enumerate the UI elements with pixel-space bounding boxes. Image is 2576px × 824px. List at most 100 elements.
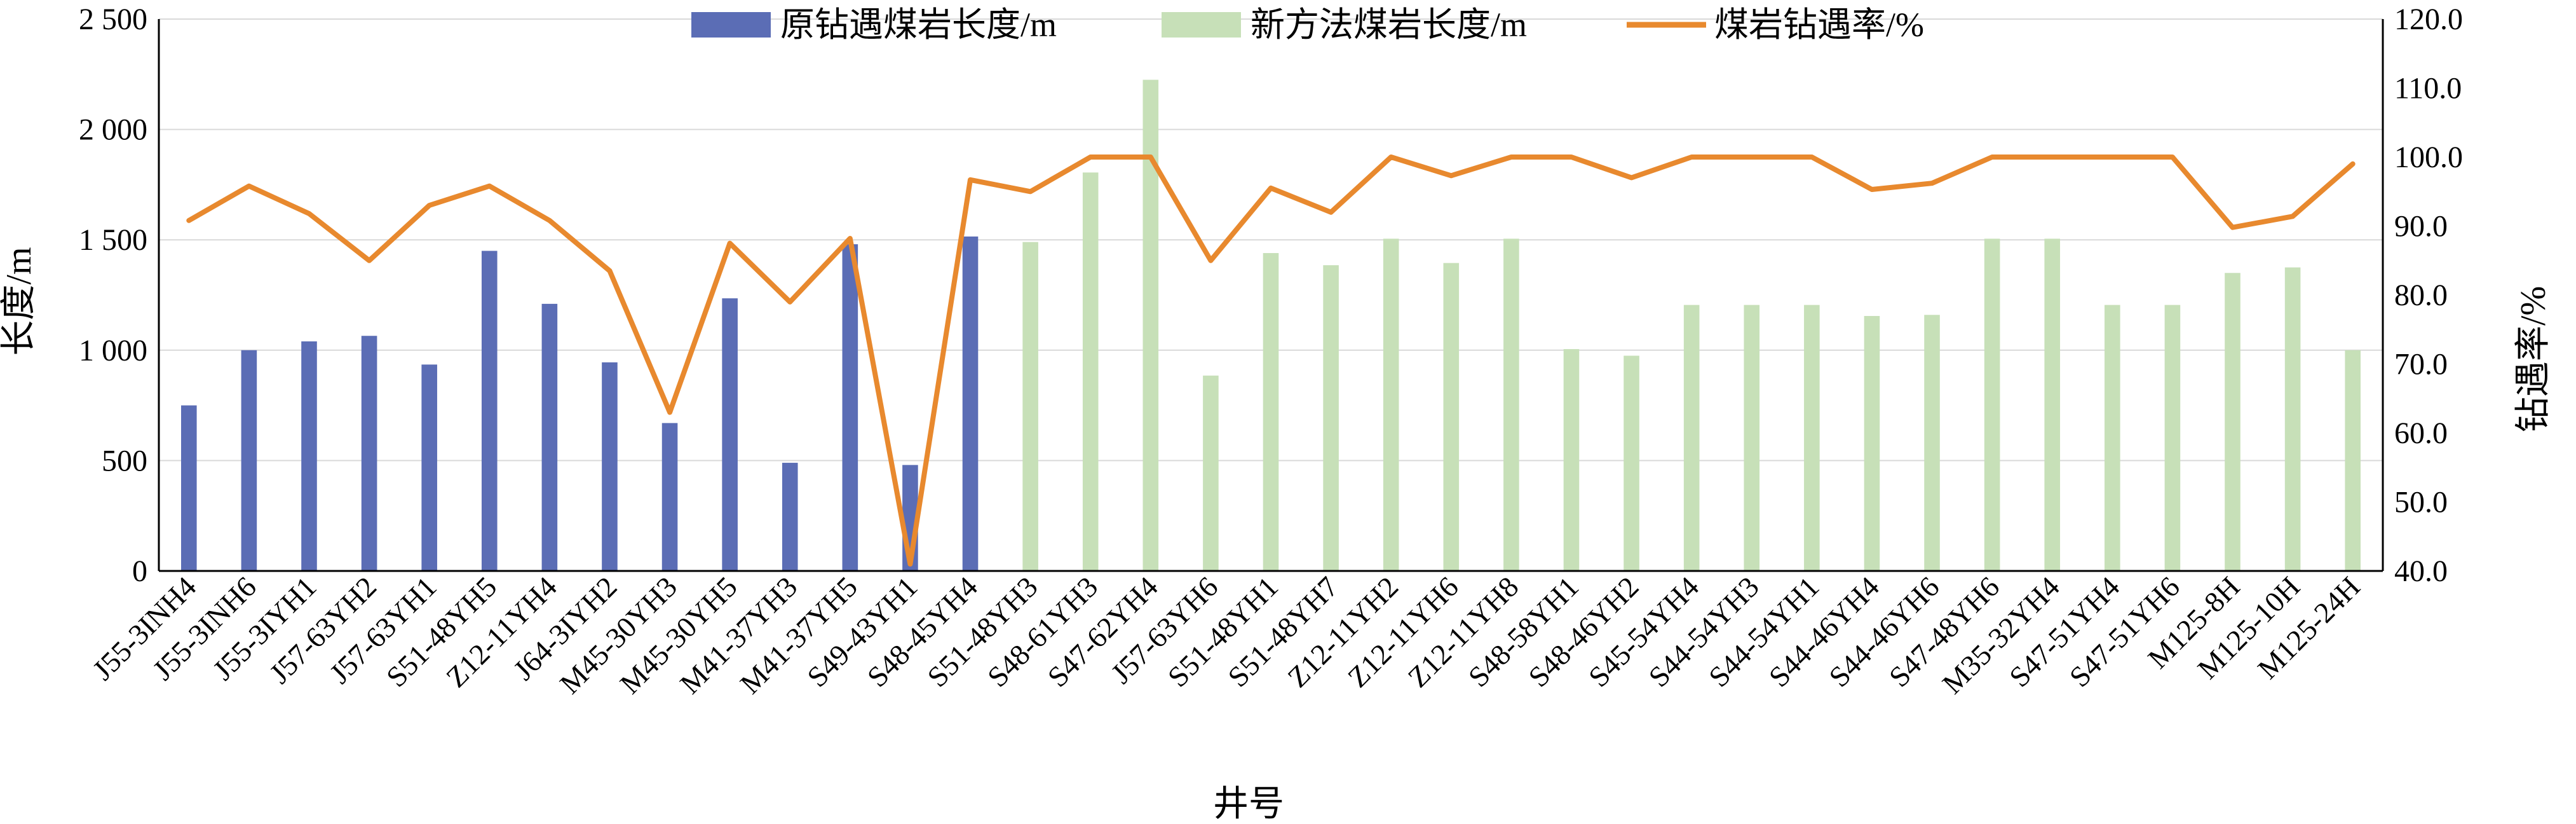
y2-tick-label: 90.0 xyxy=(2394,210,2448,244)
bar-new-method xyxy=(1082,172,1099,572)
y-tick-label: 2 500 xyxy=(79,3,147,36)
legend: 原钻遇煤岩长度/m 新方法煤岩长度/m 煤岩钻遇率/% xyxy=(691,6,1924,44)
rate-point xyxy=(1330,211,1332,213)
bar-original xyxy=(842,244,858,571)
bar-new-method xyxy=(2105,305,2120,571)
rate-point xyxy=(308,212,310,214)
rate-point xyxy=(548,219,550,221)
bar-original xyxy=(962,236,979,571)
bar-original xyxy=(361,336,377,571)
rate-point xyxy=(2171,156,2173,158)
y2-tick-label: 100.0 xyxy=(2394,141,2463,174)
bar-original xyxy=(661,423,678,571)
y2-axis-title: 钻遇率/% xyxy=(2514,286,2553,432)
legend-label-original: 原钻遇煤岩长度/m xyxy=(780,6,1057,44)
rate-point xyxy=(1510,156,1512,158)
bar-new-method xyxy=(1984,238,2000,571)
rate-point xyxy=(1691,156,1693,158)
rate-point xyxy=(1210,259,1212,261)
rate-point xyxy=(1931,182,1933,184)
y2-tick-label: 40.0 xyxy=(2394,554,2448,588)
bar-original xyxy=(722,298,738,571)
rate-point xyxy=(729,242,731,244)
rate-point xyxy=(1630,177,1632,179)
rate-point xyxy=(1991,156,1993,158)
y2-tick-label: 70.0 xyxy=(2394,348,2448,381)
bar-new-method xyxy=(1142,79,1159,572)
bar-new-method xyxy=(1683,305,1700,571)
bar-original xyxy=(241,350,257,571)
bar-new-method xyxy=(1383,238,1399,571)
y2-tick-label: 110.0 xyxy=(2394,72,2462,106)
rate-point xyxy=(2232,226,2234,228)
bar-new-method xyxy=(1804,305,1820,571)
rate-point xyxy=(489,185,491,187)
rate-point xyxy=(188,219,190,221)
bar-original xyxy=(602,362,618,571)
bar-new-method xyxy=(2044,238,2061,571)
rate-point xyxy=(369,259,370,261)
rate-point xyxy=(1450,175,1452,177)
rate-point xyxy=(2292,216,2294,217)
bar-new-method xyxy=(1503,238,1519,571)
bar-original xyxy=(301,341,317,571)
rate-point xyxy=(1149,156,1151,158)
x-axis-title: 井号 xyxy=(1213,785,1284,824)
bar-original xyxy=(782,462,798,571)
rate-point xyxy=(1270,187,1271,189)
bar-new-method xyxy=(2225,273,2240,571)
legend-label-rate: 煤岩钻遇率/% xyxy=(1714,6,1924,44)
rate-point xyxy=(1871,188,1873,190)
legend-swatch-original xyxy=(691,12,771,38)
bar-series xyxy=(181,79,2361,572)
y-axis-title: 长度/m xyxy=(0,247,39,355)
rate-point xyxy=(849,238,851,240)
bar-new-method xyxy=(1563,349,1580,571)
y-tick-label: 0 xyxy=(132,554,147,588)
rate-point xyxy=(1811,156,1813,158)
y2-tick-label: 80.0 xyxy=(2394,278,2448,312)
rate-point xyxy=(1090,156,1092,158)
y2-tick-label: 60.0 xyxy=(2394,416,2448,450)
bar-original xyxy=(421,364,437,571)
bar-original xyxy=(541,303,558,571)
rate-point xyxy=(248,185,250,187)
gridlines xyxy=(159,18,2383,462)
y-tick-label: 500 xyxy=(102,444,147,477)
rate-point xyxy=(1029,191,1031,193)
rate-point xyxy=(428,204,430,206)
rate-point xyxy=(789,301,791,303)
rate-point xyxy=(1751,156,1752,158)
rate-point xyxy=(2112,156,2113,158)
bar-new-method xyxy=(1624,355,1639,571)
bar-new-method xyxy=(1864,315,1880,571)
legend-swatch-new xyxy=(1162,12,1241,38)
bar-new-method xyxy=(2164,305,2181,571)
rate-point xyxy=(1390,156,1392,158)
bar-new-method xyxy=(1323,265,1339,571)
bar-new-method xyxy=(1203,375,1219,571)
bar-original xyxy=(181,405,197,571)
y2-tick-label: 50.0 xyxy=(2394,486,2448,519)
rate-point xyxy=(1570,156,1572,158)
y2-tick-label: 120.0 xyxy=(2394,3,2463,36)
bar-new-method xyxy=(1022,242,1038,571)
rate-point xyxy=(970,179,972,181)
bar-new-method xyxy=(1443,263,1460,571)
y-tick-label: 1 500 xyxy=(79,223,147,257)
line-series xyxy=(186,154,2356,567)
y-tick-label: 1 000 xyxy=(79,334,147,367)
bar-new-method xyxy=(1924,315,1940,571)
rate-point xyxy=(909,563,911,565)
y-tick-label: 2 000 xyxy=(79,113,147,147)
legend-label-new: 新方法煤岩长度/m xyxy=(1251,6,1527,44)
bar-new-method xyxy=(1744,305,1760,571)
bar-original xyxy=(481,251,498,571)
axes xyxy=(158,19,2384,572)
rate-point xyxy=(2051,156,2053,158)
rate-point xyxy=(2352,163,2354,165)
rate-point xyxy=(609,270,611,272)
bar-new-method xyxy=(1263,253,1279,571)
